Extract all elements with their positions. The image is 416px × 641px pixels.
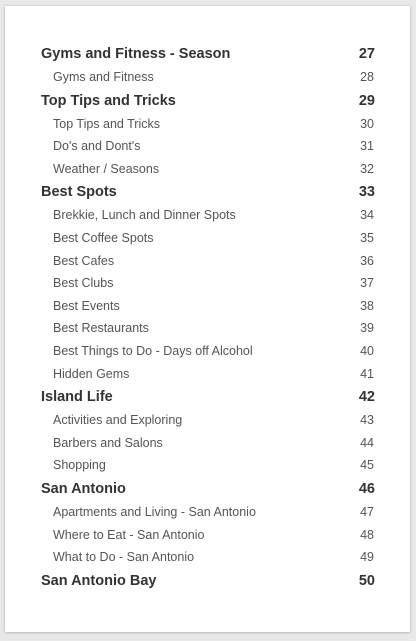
toc-entry[interactable]: Best Things to Do - Days off Alcohol 40	[5, 344, 410, 367]
toc-entry-title: Activities and Exploring	[53, 413, 183, 428]
toc-entry-title: Barbers and Salons	[53, 435, 163, 450]
toc-entry[interactable]: Hidden Gems 41	[5, 367, 410, 390]
toc-entry-page-number: 41	[360, 366, 374, 381]
toc-entry-title: Apartments and Living - San Antonio	[53, 504, 256, 519]
toc-entry-title: Best Clubs	[53, 276, 114, 291]
toc-entry-title: Best Things to Do - Days off Alcohol	[53, 343, 253, 358]
toc-section-page-number: 50	[358, 572, 375, 589]
toc-entry-page-number: 30	[360, 116, 374, 131]
toc-entry-page-number: 38	[360, 298, 374, 313]
toc-entry[interactable]: Where to Eat - San Antonio 48	[5, 528, 410, 551]
toc-entry[interactable]: Do's and Dont's 31	[5, 139, 410, 162]
toc-entry-page-number: 32	[360, 161, 374, 176]
toc-entry-title: Best Events	[53, 298, 120, 313]
toc-entry[interactable]: Best Events 38	[5, 299, 410, 322]
table-of-contents: Gyms and Fitness - Season 27 Gyms and Fit…	[5, 46, 410, 597]
toc-entry-page-number: 43	[360, 413, 374, 428]
toc-entry-page-number: 31	[360, 139, 374, 154]
toc-section-title: Best Spots	[41, 184, 117, 201]
toc-entry-title: Shopping	[53, 458, 106, 473]
toc-entry-title: Where to Eat - San Antonio	[53, 527, 205, 542]
toc-entry-page-number: 36	[360, 253, 374, 268]
toc-entry-page-number: 35	[360, 230, 374, 245]
document-page: Gyms and Fitness - Season 27 Gyms and Fit…	[5, 6, 410, 632]
toc-entry-title: Weather / Seasons	[53, 161, 160, 176]
toc-entry[interactable]: Barbers and Salons 44	[5, 436, 410, 459]
toc-entry-page-number: 44	[360, 435, 374, 450]
toc-entry-page-number: 28	[360, 70, 374, 84]
toc-section-page-number: 33	[358, 184, 375, 201]
toc-entry[interactable]: Shopping 45	[5, 458, 410, 481]
toc-section-heading[interactable]: Island Life 42	[5, 389, 410, 413]
toc-entry[interactable]: What to Do - San Antonio 49	[5, 550, 410, 573]
toc-section-page-number: 29	[358, 92, 375, 109]
toc-entry-title: What to Do - San Antonio	[53, 550, 195, 565]
toc-section-heading[interactable]: San Antonio 46	[5, 481, 410, 505]
toc-entry[interactable]: Top Tips and Tricks 30	[5, 117, 410, 140]
toc-section-page-number: 42	[358, 389, 375, 406]
toc-entry-title: Brekkie, Lunch and Dinner Spots	[53, 208, 236, 223]
toc-entry[interactable]: Brekkie, Lunch and Dinner Spots 34	[5, 208, 410, 231]
toc-entry-title: Gyms and Fitness	[53, 70, 154, 84]
toc-entry[interactable]: Best Cafes 36	[5, 254, 410, 277]
toc-section-title: San Antonio	[41, 480, 126, 497]
toc-entry-title: Best Coffee Spots	[53, 230, 154, 245]
toc-entry-page-number: 49	[360, 550, 374, 565]
toc-section-title: San Antonio Bay	[41, 572, 157, 589]
toc-entry[interactable]: Best Clubs 37	[5, 276, 410, 299]
toc-entry-page-number: 48	[360, 527, 374, 542]
toc-entry-page-number: 37	[360, 276, 374, 291]
toc-section-heading[interactable]: Gyms and Fitness - Season 27	[5, 46, 410, 70]
toc-entry-title: Do's and Dont's	[53, 139, 141, 154]
toc-section-heading[interactable]: Best Spots 33	[5, 184, 410, 208]
toc-entry-page-number: 39	[360, 321, 374, 336]
toc-section-title: Gyms and Fitness - Season	[41, 46, 231, 62]
toc-section-page-number: 27	[358, 46, 375, 62]
toc-entry[interactable]: Best Coffee Spots 35	[5, 231, 410, 254]
toc-entry-page-number: 34	[360, 208, 374, 223]
toc-entry-title: Hidden Gems	[53, 366, 130, 381]
toc-entry[interactable]: Apartments and Living - San Antonio 47	[5, 505, 410, 528]
toc-section-heading[interactable]: Top Tips and Tricks 29	[5, 93, 410, 117]
toc-entry-page-number: 47	[360, 504, 374, 519]
toc-entry-page-number: 40	[360, 343, 374, 358]
toc-entry[interactable]: Gyms and Fitness 28	[5, 70, 410, 93]
toc-section-title: Top Tips and Tricks	[41, 92, 176, 109]
toc-section-page-number: 46	[358, 480, 375, 497]
toc-entry-title: Best Cafes	[53, 253, 115, 268]
toc-entry-title: Top Tips and Tricks	[53, 116, 160, 131]
toc-entry[interactable]: Best Restaurants 39	[5, 321, 410, 344]
toc-section-heading[interactable]: San Antonio Bay 50	[5, 573, 410, 597]
toc-entry[interactable]: Activities and Exploring 43	[5, 413, 410, 436]
toc-entry-page-number: 45	[360, 458, 374, 473]
toc-entry-title: Best Restaurants	[53, 321, 149, 336]
toc-entry[interactable]: Weather / Seasons 32	[5, 162, 410, 185]
toc-section-title: Island Life	[41, 389, 113, 406]
